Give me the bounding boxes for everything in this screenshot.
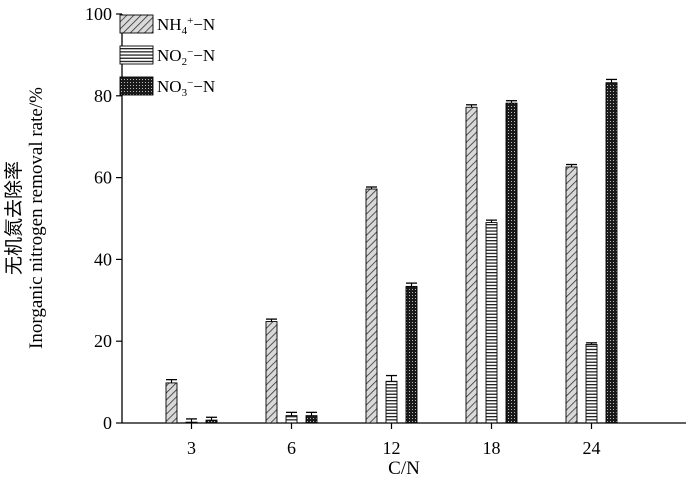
legend-swatch [119, 14, 154, 34]
x-tick-label: 24 [583, 438, 601, 458]
x-tick-label: 18 [483, 438, 501, 458]
bar-dense-dots-12 [405, 285, 418, 424]
x-ticks: 3 6 12 18 24 [187, 423, 601, 458]
bar-horizontal-stripes-18 [485, 222, 498, 424]
bar-horizontal-stripes-12 [385, 380, 398, 424]
bar-diagonal-hatch-24 [565, 166, 578, 424]
y-ticks: 0 20 40 60 80 100 [85, 4, 122, 433]
bar-horizontal-stripes-3 [185, 421, 198, 424]
x-tick-label: 12 [383, 438, 401, 458]
legend: NH4+−N NO2−−N NO3−−N [119, 14, 215, 99]
y-tick-label: 60 [94, 168, 112, 188]
bar-diagonal-hatch-3 [165, 382, 178, 424]
legend-label: NH4+−N [157, 15, 215, 37]
y-tick-label: 100 [85, 4, 112, 24]
bar-dense-dots-3 [205, 419, 218, 424]
legend-swatch [119, 45, 154, 65]
legend-label: NO2−−N [157, 46, 215, 68]
y-tick-label: 40 [94, 249, 112, 269]
bar-dense-dots-18 [505, 102, 518, 424]
legend-swatch [119, 76, 154, 96]
bar-dense-dots-24 [605, 82, 618, 424]
y-tick-label: 0 [103, 413, 112, 433]
bar-horizontal-stripes-6 [285, 415, 298, 424]
y-tick-label: 20 [94, 331, 112, 351]
bar-horizontal-stripes-24 [585, 344, 598, 424]
y-axis-title-en: Inorganic nitrogen removal rate/% [26, 87, 47, 349]
bar-diagonal-hatch-18 [465, 106, 478, 424]
x-axis-title: C/N [388, 458, 420, 479]
legend-label: NO3−−N [157, 77, 215, 99]
bar-diagonal-hatch-12 [365, 188, 378, 424]
x-tick-label: 3 [187, 438, 196, 458]
x-tick-label: 6 [287, 438, 296, 458]
bar-dense-dots-6 [305, 415, 318, 424]
bars [165, 78, 618, 424]
y-tick-label: 80 [94, 86, 112, 106]
y-axis-title-cn: 无机氮去除率 [3, 161, 25, 275]
bar-diagonal-hatch-6 [265, 321, 278, 424]
